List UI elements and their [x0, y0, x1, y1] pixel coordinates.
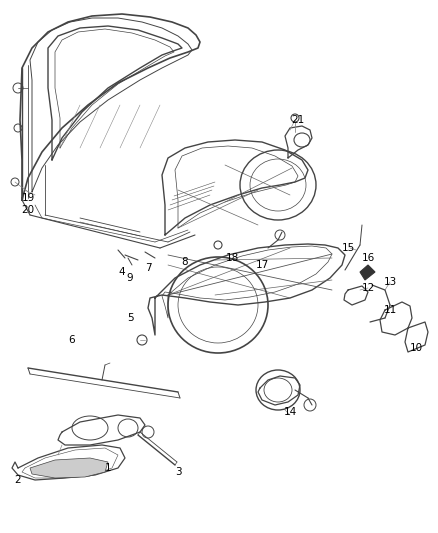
Polygon shape [30, 458, 108, 478]
Text: 14: 14 [283, 407, 297, 417]
Text: 6: 6 [69, 335, 75, 345]
Text: 5: 5 [127, 313, 133, 323]
Text: 7: 7 [145, 263, 151, 273]
Text: 12: 12 [361, 283, 374, 293]
Text: 3: 3 [175, 467, 181, 477]
Text: 19: 19 [21, 193, 35, 203]
Text: 2: 2 [15, 475, 21, 485]
Text: 20: 20 [21, 205, 35, 215]
Text: 4: 4 [119, 267, 125, 277]
Text: 17: 17 [255, 260, 268, 270]
Text: 9: 9 [127, 273, 133, 283]
Text: 11: 11 [383, 305, 397, 315]
Polygon shape [360, 265, 375, 280]
Text: 18: 18 [226, 253, 239, 263]
Text: 16: 16 [361, 253, 374, 263]
Text: 1: 1 [105, 463, 111, 473]
Text: 13: 13 [383, 277, 397, 287]
Text: 15: 15 [341, 243, 355, 253]
Text: 8: 8 [182, 257, 188, 267]
Text: 10: 10 [410, 343, 423, 353]
Text: 21: 21 [291, 115, 304, 125]
